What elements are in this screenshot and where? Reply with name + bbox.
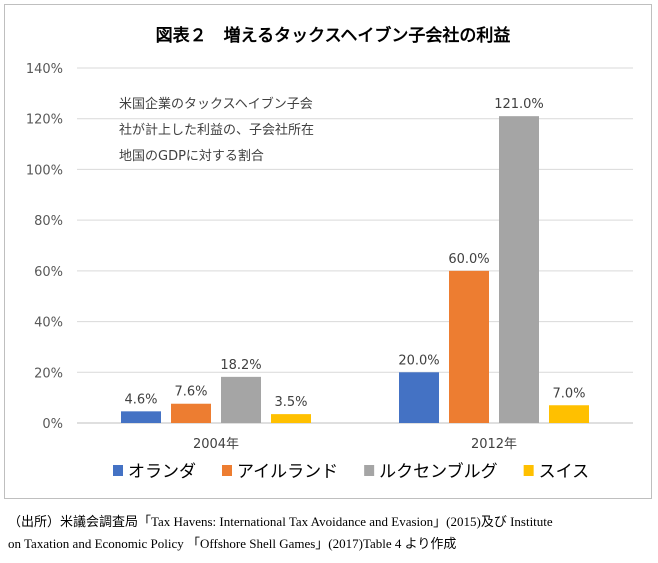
y-tick-label: 20%: [34, 366, 63, 381]
y-tick-label: 0%: [42, 417, 63, 432]
y-axis-ticks: 0% 20% 40% 60% 80% 100% 120% 140%: [26, 62, 63, 432]
legend-label: オランダ: [128, 462, 196, 482]
source-note-line-1: （出所）米議会調査局「Tax Havens: International Tax…: [8, 514, 553, 529]
legend-swatch: [222, 465, 232, 476]
data-label: 4.6%: [124, 392, 157, 407]
legend: オランダ アイルランド ルクセンブルグ スイス: [113, 461, 589, 482]
gridlines: [77, 67, 633, 424]
bar: [549, 405, 589, 423]
y-tick-label: 140%: [26, 62, 63, 77]
data-label: 60.0%: [448, 252, 489, 267]
legend-label: スイス: [539, 462, 590, 482]
chart-frame: 図表２ 増えるタックスヘイブン子会社の利益 0% 20% 40% 60% 80% 100%…: [4, 4, 652, 499]
x-tick-label: 2004年: [193, 437, 239, 452]
bar: [171, 403, 211, 423]
bar: [399, 372, 439, 423]
data-label: 7.0%: [552, 386, 585, 401]
y-tick-label: 120%: [26, 113, 63, 128]
y-tick-label: 40%: [34, 316, 63, 331]
y-tick-label: 100%: [26, 163, 63, 178]
annotation-line-3: 地国のGDPに対する割合: [119, 148, 264, 164]
bars: [121, 116, 589, 423]
legend-swatch: [364, 465, 375, 476]
source-note-line-2: on Taxation and Economic Policy 「Offshor…: [8, 536, 457, 551]
data-label: 18.2%: [220, 358, 261, 373]
y-tick-label: 80%: [34, 214, 63, 229]
bar: [121, 411, 161, 423]
data-label: 20.0%: [398, 353, 439, 368]
data-label: 121.0%: [494, 97, 544, 112]
annotation-line-2: 社が計上した利益の、子会社所在: [119, 122, 314, 138]
x-tick-label: 2012年: [471, 437, 517, 452]
data-label: 7.6%: [174, 385, 207, 400]
bar: [449, 270, 489, 423]
annotation-line-1: 米国企業のタックスヘイブン子会: [119, 96, 313, 112]
legend-label: ルクセンブルグ: [379, 461, 498, 482]
bar-chart: 図表２ 増えるタックスヘイブン子会社の利益 0% 20% 40% 60% 80% 100%…: [26, 25, 633, 482]
bar: [221, 376, 261, 423]
data-labels: 4.6% 7.6% 18.2% 3.5% 20.0% 60.0% 121.0% 7.0%: [124, 97, 585, 410]
bar: [499, 116, 539, 423]
legend-label: アイルランド: [237, 462, 338, 482]
x-axis-ticks: 2004年 2012年: [193, 437, 517, 452]
y-tick-label: 60%: [34, 265, 63, 280]
chart-title: 図表２ 増えるタックスヘイブン子会社の利益: [156, 25, 511, 46]
legend-swatch: [523, 465, 534, 476]
legend-swatch: [113, 465, 123, 476]
data-label: 3.5%: [274, 395, 307, 410]
bar: [271, 414, 311, 423]
chart-annotation: 米国企業のタックスヘイブン子会 社が計上した利益の、子会社所在 地国のGDPに対…: [119, 96, 314, 164]
